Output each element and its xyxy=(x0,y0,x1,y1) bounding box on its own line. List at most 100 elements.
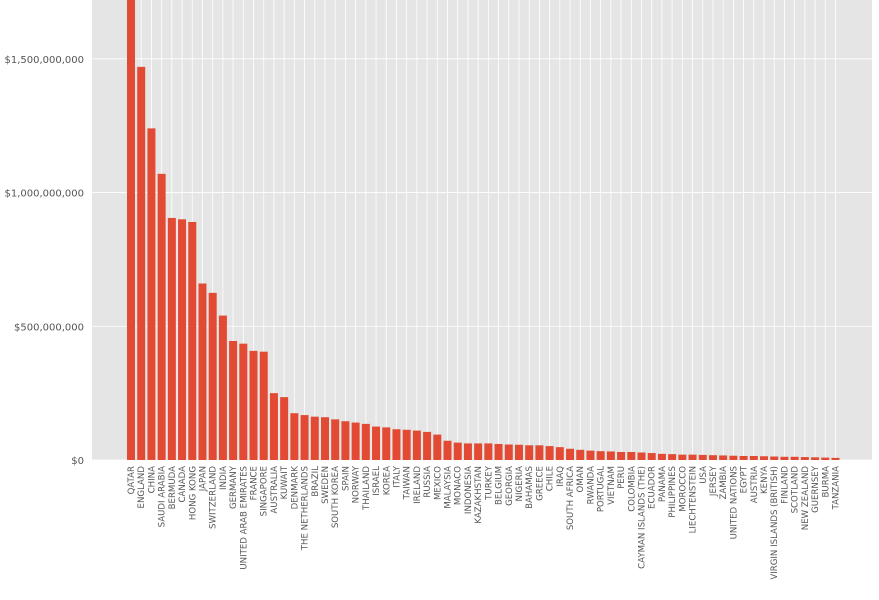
x-tick-label: ECUADOR xyxy=(648,466,658,509)
x-tick-label: HONG KONG xyxy=(188,466,198,520)
bar xyxy=(331,419,340,460)
bar xyxy=(698,454,707,460)
bar xyxy=(269,393,278,460)
bar xyxy=(596,451,605,460)
x-tick-label: GREECE xyxy=(535,466,545,501)
bar xyxy=(831,457,840,460)
x-tick-label: SPAIN xyxy=(341,466,351,491)
bar xyxy=(310,416,319,460)
bar xyxy=(484,443,493,460)
bar xyxy=(249,350,258,460)
bar xyxy=(402,429,411,460)
x-tick-label: COLOMBIA xyxy=(627,466,637,512)
x-tick-label: RUSSIA xyxy=(423,466,433,498)
y-tick-label: $500,000,000 xyxy=(14,322,84,333)
bar xyxy=(443,440,452,460)
bar xyxy=(504,444,513,460)
bar xyxy=(351,422,360,460)
x-tick-label: SINGAPORE xyxy=(260,466,270,516)
x-tick-label: SOUTH AFRICA xyxy=(566,466,576,530)
bar xyxy=(382,427,391,460)
x-tick-label: TAIWAN xyxy=(403,466,413,500)
x-tick-label: THE NETHERLANDS xyxy=(301,466,311,551)
bar xyxy=(280,397,289,460)
bar xyxy=(494,443,503,460)
bar xyxy=(586,450,595,460)
bar xyxy=(821,457,830,460)
x-tick-label: TURKEY xyxy=(484,465,494,501)
x-tick-label: JERSEY xyxy=(709,465,719,497)
x-tick-label: OMAN xyxy=(576,466,586,493)
bar xyxy=(770,456,779,460)
bar xyxy=(167,217,176,460)
x-tick-label: KENYA xyxy=(760,466,770,494)
bar xyxy=(637,452,646,460)
bar xyxy=(617,451,626,460)
x-tick-label: MALAYSIA xyxy=(444,466,454,509)
bar xyxy=(239,343,248,460)
bar xyxy=(392,429,401,460)
x-tick-label: INDONESIA xyxy=(464,466,474,514)
x-tick-label: PORTUGAL xyxy=(597,466,607,512)
bar xyxy=(290,413,299,460)
x-tick-label: SWITZERLAND xyxy=(209,466,219,529)
bar xyxy=(729,455,738,460)
x-tick-label: SWEDEN xyxy=(321,466,331,504)
x-tick-label: PANAMA xyxy=(658,466,668,502)
x-tick-label: CAYMAN ISLANDS (THE) xyxy=(638,466,648,569)
bar xyxy=(423,431,432,460)
bar xyxy=(320,417,329,460)
x-tick-label: THAILAND xyxy=(362,466,372,511)
x-tick-label: MONACO xyxy=(454,466,464,505)
bar xyxy=(218,315,227,460)
x-tick-label: NEW ZEALAND xyxy=(801,466,811,531)
x-tick-label: ITALY xyxy=(392,465,402,488)
x-tick-label: AUSTRIA xyxy=(750,466,760,503)
x-tick-label: FRANCE xyxy=(250,466,260,500)
bar xyxy=(137,66,146,460)
x-tick-label: GERMANY xyxy=(229,465,239,509)
x-tick-label: KUWAIT xyxy=(280,465,290,499)
bar xyxy=(412,430,421,460)
y-tick-label: $0 xyxy=(71,456,84,467)
bar xyxy=(627,451,636,460)
x-tick-label: IRELAND xyxy=(413,466,423,504)
bar xyxy=(198,283,207,460)
bar xyxy=(739,455,748,460)
bar xyxy=(647,453,656,460)
bar xyxy=(606,451,615,460)
bar xyxy=(372,426,381,460)
bar xyxy=(474,443,483,460)
x-tick-label: USA xyxy=(699,466,709,484)
bar xyxy=(463,443,472,460)
x-tick-label: QATAR xyxy=(127,466,137,494)
x-tick-label: BURMA xyxy=(821,466,831,498)
y-tick-label: $1,500,000,000 xyxy=(4,55,84,66)
bar xyxy=(760,456,769,460)
bar xyxy=(188,221,197,460)
bar xyxy=(545,446,554,460)
bar xyxy=(514,444,523,460)
x-tick-label: IRAQ xyxy=(556,466,566,487)
bar xyxy=(790,456,799,460)
bar xyxy=(657,453,666,460)
bars xyxy=(127,0,840,461)
x-tick-label: CANADA xyxy=(178,466,188,503)
x-tick-label: UNITED NATIONS xyxy=(729,466,739,539)
x-tick-label: VIRGIN ISLANDS (BRITISH) xyxy=(770,466,780,580)
x-tick-label: EGYPT xyxy=(740,465,750,493)
bar xyxy=(147,128,156,461)
bar xyxy=(178,219,187,460)
bar xyxy=(229,340,238,460)
x-tick-label: MEXICO xyxy=(433,466,443,500)
bar xyxy=(208,292,217,460)
x-tick-label: LIECHTENSTEIN xyxy=(689,466,699,533)
bar xyxy=(811,457,820,460)
x-tick-label: BERMUDA xyxy=(168,466,178,509)
bar xyxy=(749,455,758,460)
y-axis: $0 $500,000,000 $1,000,000,000 $1,500,000,0… xyxy=(4,55,84,467)
x-tick-label: AUSTRALIA xyxy=(270,466,280,514)
bar xyxy=(780,456,789,460)
x-tick-label: MOROCCO xyxy=(678,466,688,512)
x-tick-label: KOREA xyxy=(382,466,392,495)
